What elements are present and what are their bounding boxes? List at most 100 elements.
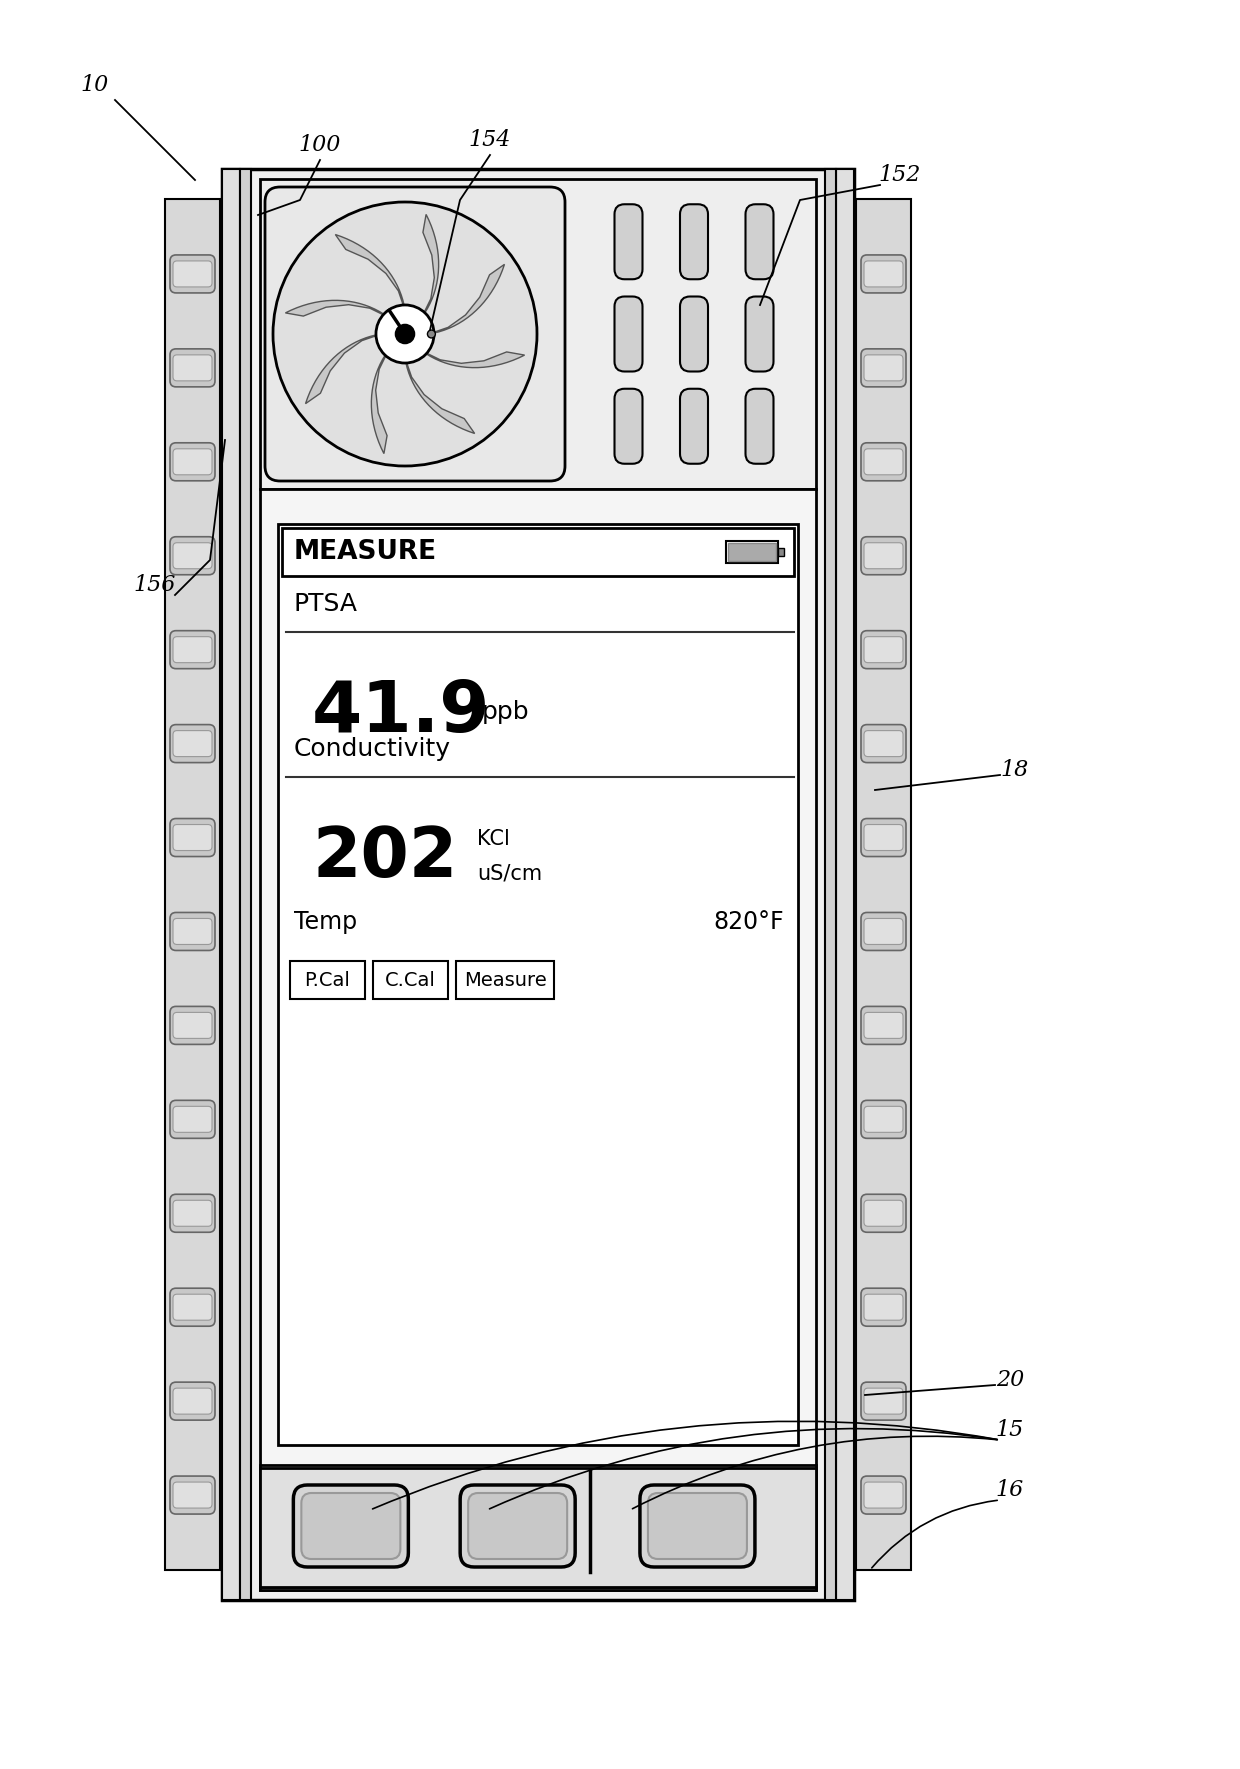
FancyBboxPatch shape — [861, 1007, 906, 1044]
FancyBboxPatch shape — [174, 731, 212, 757]
Bar — [856, 198, 911, 1571]
FancyBboxPatch shape — [174, 449, 212, 474]
Text: Conductivity: Conductivity — [294, 738, 451, 761]
FancyBboxPatch shape — [301, 1493, 401, 1558]
FancyBboxPatch shape — [864, 1201, 903, 1226]
Circle shape — [396, 325, 414, 343]
Bar — [728, 543, 776, 561]
Bar — [281, 527, 794, 577]
FancyBboxPatch shape — [174, 918, 212, 945]
FancyBboxPatch shape — [170, 1382, 215, 1421]
Bar — [241, 170, 250, 1599]
Text: MEASURE: MEASURE — [294, 540, 438, 564]
FancyBboxPatch shape — [861, 255, 906, 294]
FancyBboxPatch shape — [640, 1484, 755, 1567]
Bar — [278, 524, 799, 1445]
Text: P.Cal: P.Cal — [305, 971, 351, 989]
FancyBboxPatch shape — [864, 1482, 903, 1507]
FancyBboxPatch shape — [174, 1012, 212, 1038]
FancyBboxPatch shape — [864, 637, 903, 663]
FancyBboxPatch shape — [170, 632, 215, 669]
FancyBboxPatch shape — [615, 297, 642, 371]
FancyBboxPatch shape — [745, 203, 774, 280]
Polygon shape — [405, 357, 475, 433]
FancyBboxPatch shape — [861, 536, 906, 575]
Text: 18: 18 — [1001, 759, 1029, 780]
Text: uS/cm: uS/cm — [477, 863, 542, 883]
FancyBboxPatch shape — [265, 188, 565, 481]
FancyBboxPatch shape — [861, 1288, 906, 1327]
FancyBboxPatch shape — [174, 1389, 212, 1413]
FancyBboxPatch shape — [861, 632, 906, 669]
Text: C.Cal: C.Cal — [386, 971, 436, 989]
Bar — [260, 1465, 816, 1587]
FancyBboxPatch shape — [174, 1295, 212, 1320]
FancyBboxPatch shape — [745, 297, 774, 371]
Bar — [777, 548, 784, 557]
Circle shape — [428, 331, 435, 338]
FancyBboxPatch shape — [174, 637, 212, 663]
FancyBboxPatch shape — [170, 1288, 215, 1327]
FancyBboxPatch shape — [170, 442, 215, 481]
Bar — [222, 170, 854, 1599]
Bar — [456, 961, 554, 999]
FancyArrowPatch shape — [632, 1436, 997, 1509]
Text: 820°F: 820°F — [713, 909, 784, 934]
FancyBboxPatch shape — [864, 356, 903, 380]
FancyBboxPatch shape — [861, 1475, 906, 1514]
FancyBboxPatch shape — [170, 536, 215, 575]
FancyBboxPatch shape — [174, 543, 212, 568]
Bar — [825, 170, 836, 1599]
FancyBboxPatch shape — [615, 203, 642, 280]
FancyBboxPatch shape — [861, 725, 906, 762]
FancyBboxPatch shape — [861, 442, 906, 481]
FancyBboxPatch shape — [864, 1012, 903, 1038]
Text: 152: 152 — [879, 165, 921, 186]
Bar — [260, 179, 816, 488]
Text: Temp: Temp — [294, 909, 357, 934]
FancyBboxPatch shape — [615, 389, 642, 463]
FancyBboxPatch shape — [864, 449, 903, 474]
Polygon shape — [422, 350, 525, 368]
Bar — [260, 1587, 816, 1590]
Text: KCl: KCl — [477, 830, 510, 849]
Bar — [260, 488, 816, 1590]
FancyBboxPatch shape — [174, 1106, 212, 1132]
FancyBboxPatch shape — [680, 297, 708, 371]
FancyBboxPatch shape — [864, 731, 903, 757]
Polygon shape — [335, 235, 405, 310]
FancyBboxPatch shape — [864, 1106, 903, 1132]
FancyArrowPatch shape — [372, 1421, 997, 1509]
FancyBboxPatch shape — [170, 1007, 215, 1044]
FancyArrowPatch shape — [490, 1429, 997, 1509]
FancyBboxPatch shape — [864, 1389, 903, 1413]
FancyBboxPatch shape — [861, 913, 906, 950]
Polygon shape — [305, 334, 381, 403]
Text: 156: 156 — [134, 573, 176, 596]
Text: Measure: Measure — [464, 971, 547, 989]
Text: 41.9: 41.9 — [312, 678, 491, 747]
FancyBboxPatch shape — [745, 389, 774, 463]
Text: ppb: ppb — [482, 701, 529, 724]
Text: 100: 100 — [299, 134, 341, 156]
FancyBboxPatch shape — [174, 824, 212, 851]
Circle shape — [376, 304, 434, 363]
Text: 154: 154 — [469, 129, 511, 150]
FancyBboxPatch shape — [861, 1382, 906, 1421]
FancyBboxPatch shape — [469, 1493, 567, 1558]
FancyBboxPatch shape — [649, 1493, 746, 1558]
Polygon shape — [285, 301, 388, 317]
Bar — [222, 170, 241, 1599]
FancyBboxPatch shape — [680, 389, 708, 463]
FancyBboxPatch shape — [864, 1295, 903, 1320]
Polygon shape — [422, 214, 439, 317]
FancyBboxPatch shape — [170, 819, 215, 856]
FancyBboxPatch shape — [170, 913, 215, 950]
FancyBboxPatch shape — [861, 348, 906, 387]
Polygon shape — [429, 264, 505, 334]
FancyBboxPatch shape — [294, 1484, 408, 1567]
FancyBboxPatch shape — [680, 203, 708, 280]
Circle shape — [273, 202, 537, 465]
Polygon shape — [371, 350, 388, 453]
FancyBboxPatch shape — [170, 1100, 215, 1137]
